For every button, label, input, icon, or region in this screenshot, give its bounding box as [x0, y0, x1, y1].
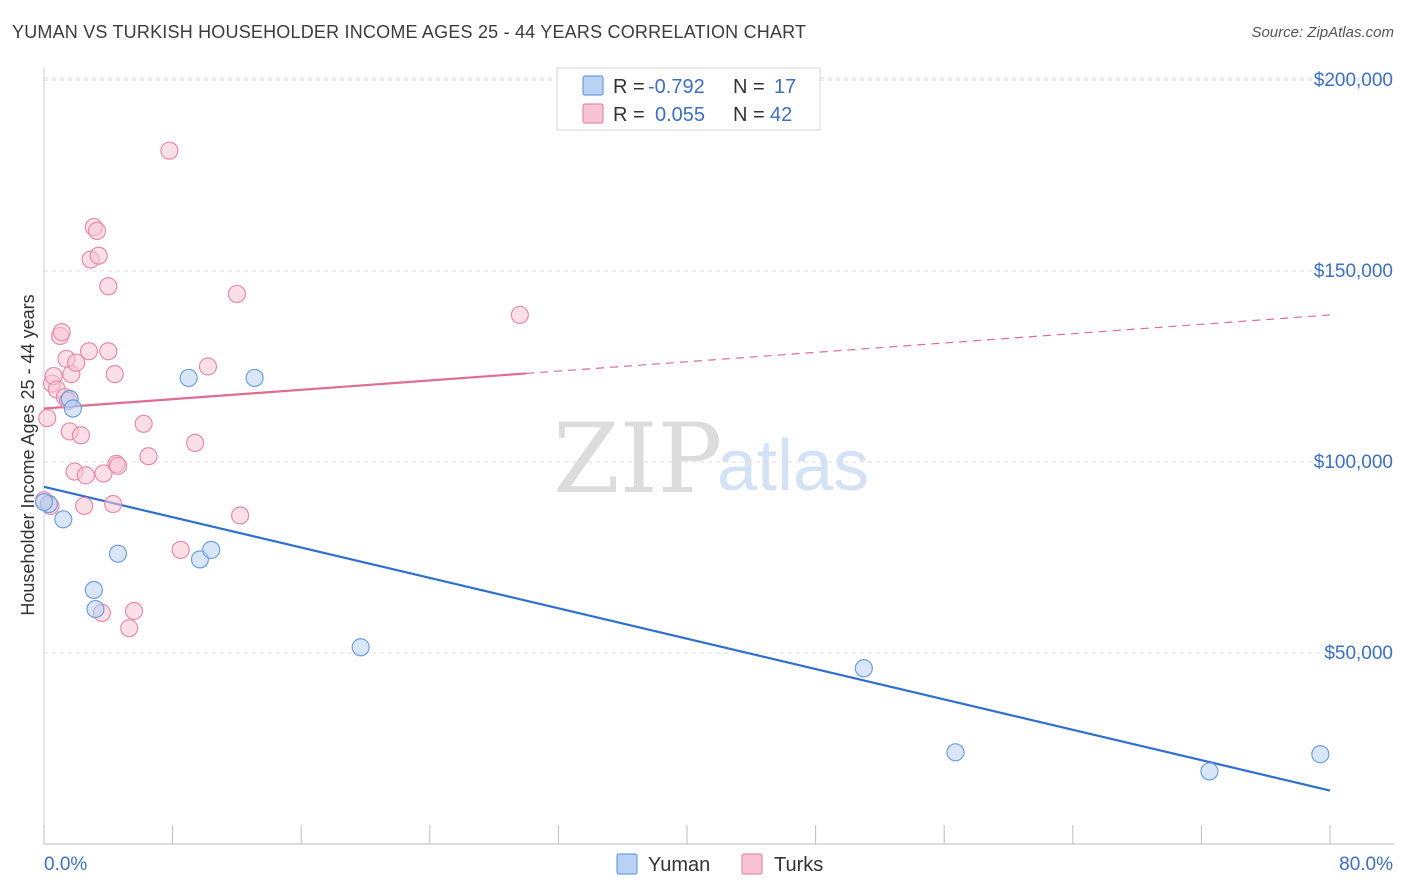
stats-r-value-yuman: -0.792 [648, 76, 705, 98]
stats-r-value-turks: 0.055 [655, 104, 705, 126]
point-turks [510, 305, 529, 325]
y-tick-label: $50,000 [1324, 643, 1393, 664]
point-turks [120, 619, 139, 638]
stats-swatch-yuman [582, 75, 604, 96]
point-turks [76, 466, 95, 485]
point-turks [198, 357, 218, 376]
stats-r-label-turks: R = [613, 104, 645, 126]
point-turks [160, 141, 179, 160]
point-turks [89, 246, 108, 265]
point-turks [171, 540, 190, 559]
point-yuman [245, 368, 264, 388]
stats-n-value-turks: 42 [770, 104, 792, 126]
point-yuman [34, 493, 54, 512]
point-turks [134, 414, 153, 433]
point-turks [87, 221, 107, 240]
stats-legend: R = -0.792 N = 17 R = 0.055 N = 42 [556, 67, 821, 131]
legend-label-yuman: Yuman [648, 854, 710, 876]
y-tick-label: $100,000 [1314, 452, 1393, 473]
point-yuman [84, 580, 103, 600]
point-yuman [1200, 762, 1219, 781]
trend-line-turks [43, 372, 527, 410]
point-turks [108, 456, 128, 475]
gridlines [44, 77, 1394, 654]
point-yuman [179, 368, 198, 388]
tick-labels: $50,000 $100,000 $150,000 $200,000 0.0% 80.0% [44, 70, 1393, 875]
point-turks [231, 506, 250, 525]
stats-n-label-yuman: N = [733, 76, 765, 98]
x-tick-label: 80.0% [1339, 854, 1393, 875]
point-turks [99, 342, 118, 361]
point-turks [52, 323, 71, 342]
point-yuman [351, 638, 370, 657]
watermark-zip: ZIP [553, 403, 722, 515]
stats-r-label-yuman: R = [613, 76, 645, 98]
source-credit: Source: ZipAtlas.com [1251, 24, 1394, 41]
point-turks [38, 408, 57, 428]
legend-swatch-yuman [616, 853, 638, 875]
point-yuman [86, 599, 105, 619]
point-turks [139, 447, 158, 466]
legend-swatch-turks [741, 853, 763, 875]
watermark: ZIP atlas [553, 403, 869, 515]
point-turks [186, 433, 205, 452]
chart-title: YUMAN VS TURKISH HOUSEHOLDER INCOME AGES… [12, 22, 807, 42]
stats-n-value-yuman: 17 [774, 76, 796, 98]
point-turks [79, 342, 99, 361]
trend-lines [43, 314, 1331, 792]
y-tick-label: $150,000 [1314, 261, 1393, 282]
point-turks [94, 464, 113, 483]
point-yuman [63, 399, 83, 418]
point-yuman [202, 540, 221, 559]
point-turks [227, 284, 246, 304]
watermark-atlas: atlas [717, 426, 869, 506]
trend-line-yuman [43, 485, 1331, 792]
point-turks [105, 365, 124, 384]
point-yuman [854, 659, 873, 678]
y-tick-label: $200,000 [1314, 70, 1393, 91]
trend-line-extension-turks [526, 314, 1331, 375]
point-yuman [108, 544, 128, 563]
point-yuman [54, 510, 73, 529]
point-yuman [946, 743, 965, 762]
stats-swatch-turks [582, 103, 604, 124]
axes [43, 68, 1394, 845]
y-axis-title: Householder Income Ages 25 - 44 years [18, 294, 38, 615]
point-yuman [1311, 745, 1330, 764]
point-turks [104, 494, 123, 514]
stats-n-label-turks: N = [733, 104, 765, 126]
point-turks [124, 601, 144, 621]
x-tick-label: 0.0% [44, 854, 87, 875]
point-turks [99, 277, 118, 296]
legend-label-turks: Turks [774, 854, 823, 876]
data-points [34, 141, 1330, 781]
point-turks [71, 426, 91, 445]
point-turks [75, 496, 94, 516]
series-legend: Yuman Turks [616, 853, 823, 876]
point-turks [67, 353, 86, 372]
